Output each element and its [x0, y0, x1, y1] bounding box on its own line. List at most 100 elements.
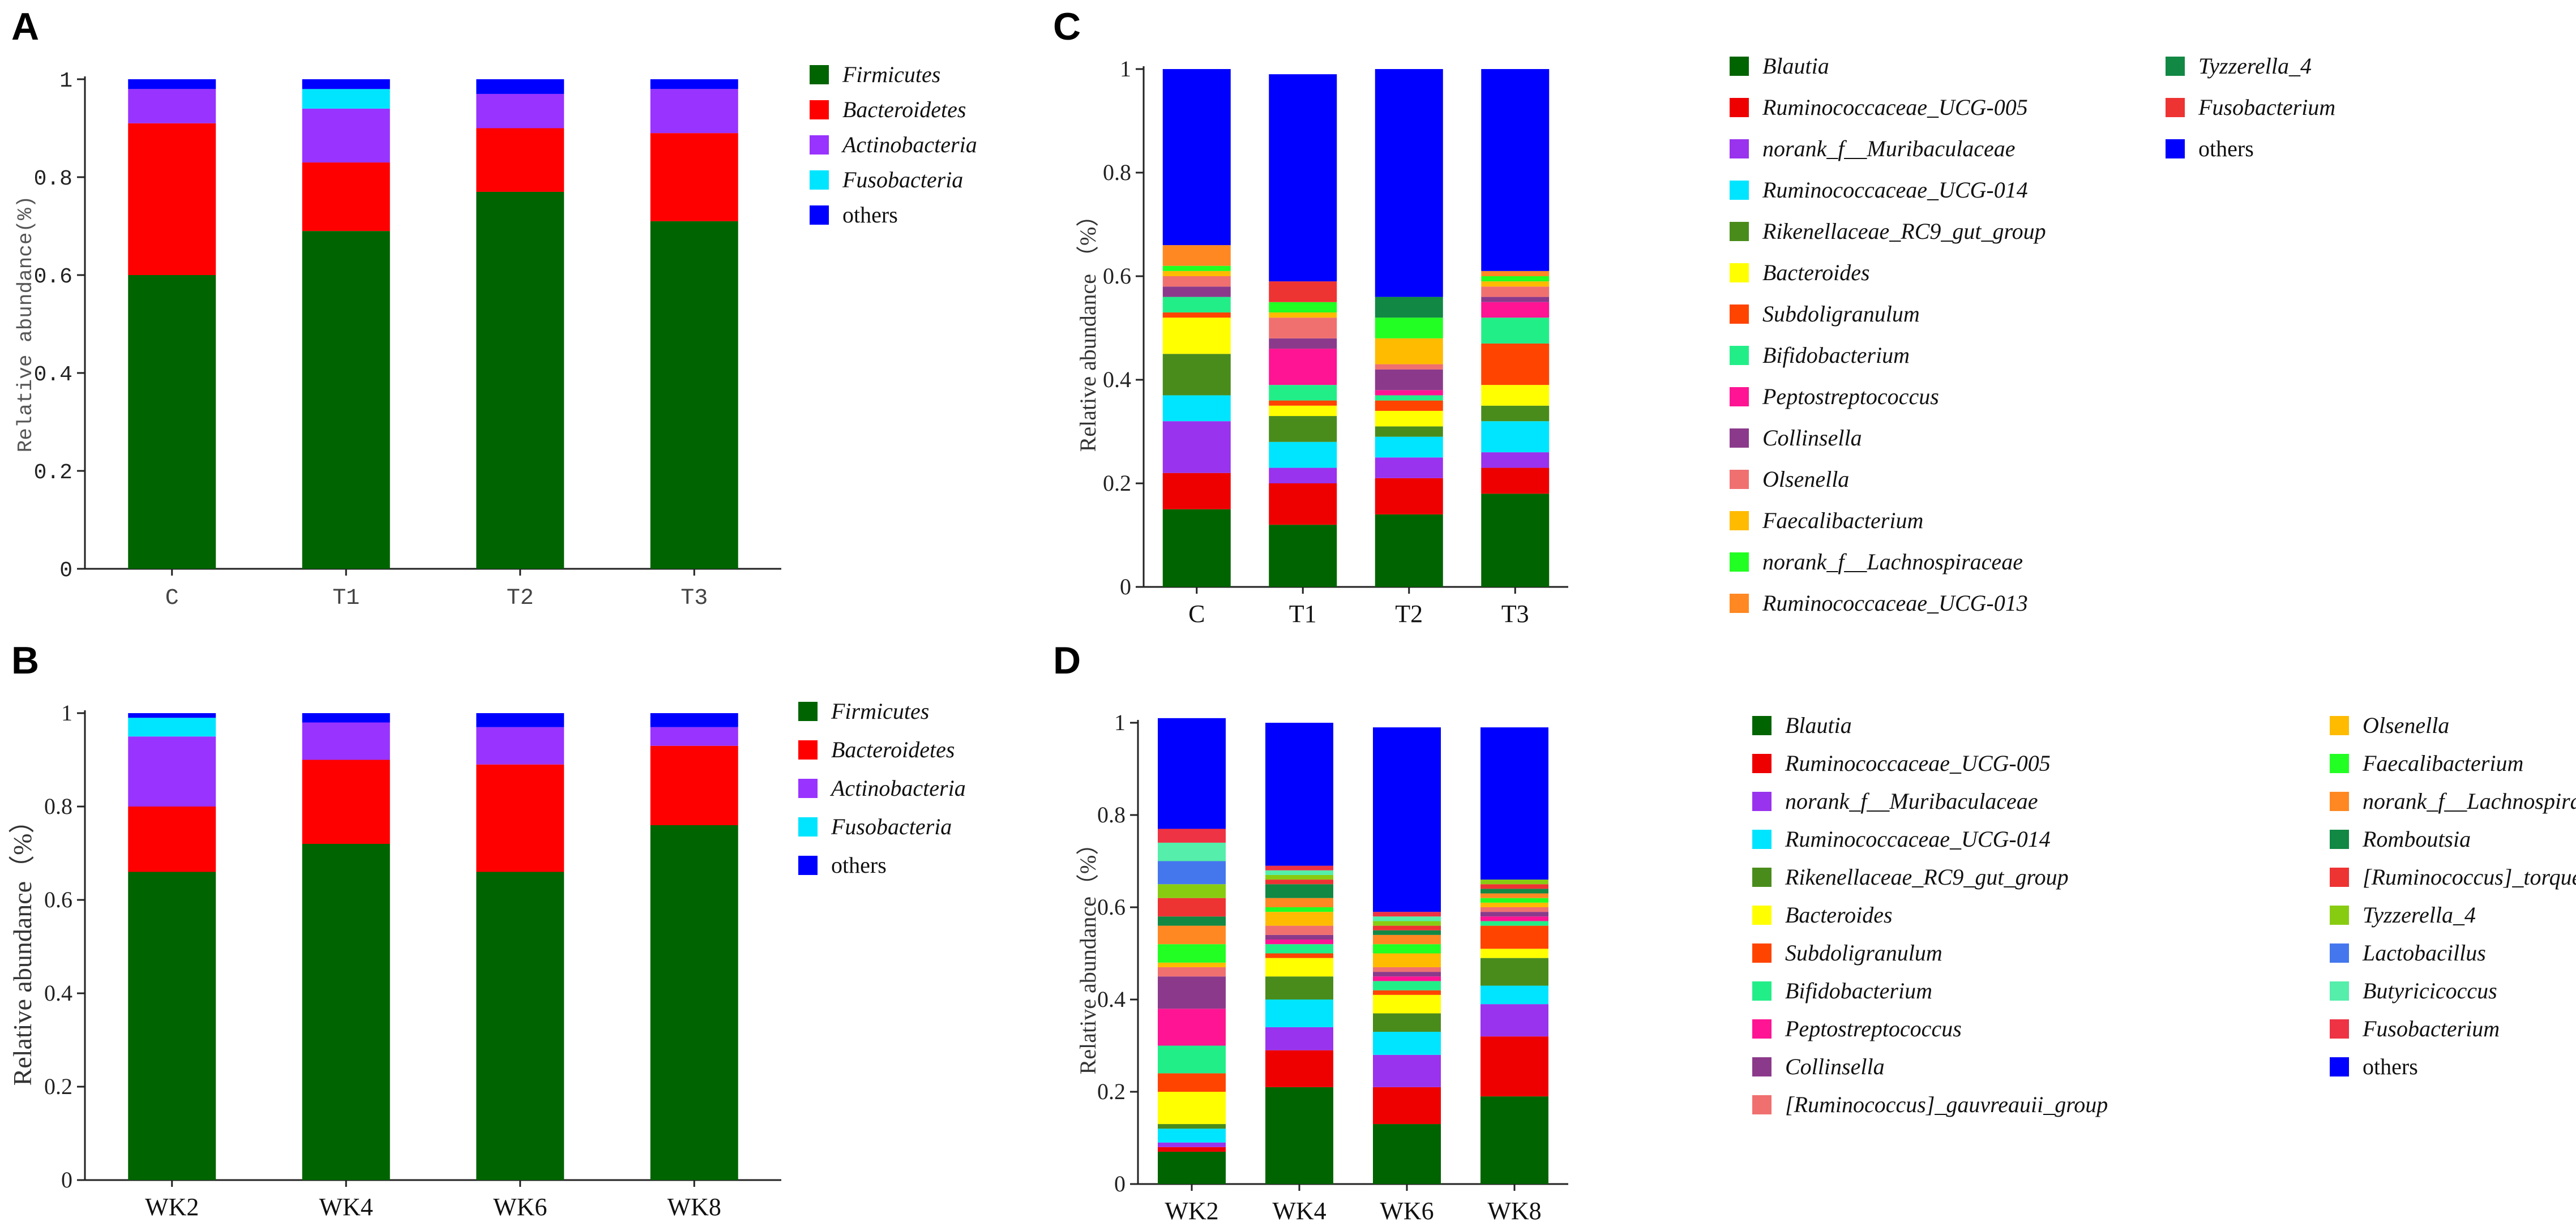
chart-a-bar-t1-seg-2: [302, 108, 390, 163]
chart-c-bar-t3-seg-7: [1481, 318, 1550, 344]
chart-a-bar-c-seg-0: [128, 275, 216, 569]
chart-c-bar-t2-seg-14: [1375, 297, 1443, 318]
chart-c-bar-t3-seg-12: [1481, 276, 1550, 282]
chart-d-legend-label-2: norank_f__Muribaculaceae: [1785, 788, 2038, 814]
chart-d-ytick-label: 0.4: [1097, 986, 1126, 1012]
chart-c-legend-label-8: Peptostreptococcus: [1762, 384, 1939, 409]
chart-c-bar-t3-seg-9: [1481, 297, 1550, 302]
chart-d-xtick-label-wk6: WK6: [1380, 1197, 1434, 1225]
chart-c-bar-t2-seg-7: [1375, 395, 1443, 401]
chart-c-bar-c-seg-16: [1162, 69, 1231, 246]
chart-b-bar-wk2-seg-2: [128, 736, 216, 807]
chart-d-legend-swatch-5: [1752, 906, 1771, 925]
chart-c-bar-t3-seg-8: [1481, 302, 1550, 318]
chart-d-bar-wk2-seg-16: [1158, 884, 1226, 898]
chart-d-bar-wk6-seg-13: [1373, 934, 1441, 945]
chart-c-bar-c-seg-1: [1162, 473, 1231, 509]
chart-c-svg: C 0 0.2 0.4 0.6 0.8 1 Relative abundance （%） C T…: [1053, 5, 2335, 628]
chart-d-bar-wk4-seg-19: [1265, 865, 1333, 870]
chart-c-bar-t2-seg-5: [1375, 410, 1443, 427]
chart-d-legend-label-12: Faecalibacterium: [2362, 750, 2523, 776]
chart-c-ytick-label: 0: [1120, 574, 1131, 599]
chart-d-legend-label-20: others: [2363, 1054, 2418, 1079]
chart-c-legend-label-14: Tyzzerella_4: [2198, 53, 2312, 79]
chart-d-bar-wk8-seg-3: [1480, 985, 1548, 1005]
chart-a-xtick-label-c: C: [165, 586, 179, 611]
chart-d-bar-wk4-seg-14: [1265, 884, 1333, 898]
chart-c-xtick-label-t2: T2: [1395, 600, 1423, 628]
chart-d-legend-swatch-12: [2330, 754, 2349, 773]
chart-d-bar-wk8-seg-0: [1480, 1096, 1548, 1184]
chart-b-bar-wk8-seg-4: [650, 713, 738, 727]
chart-d-xtick-label-wk4: WK4: [1272, 1197, 1326, 1225]
chart-d-legend-swatch-15: [2330, 868, 2349, 887]
chart-d-legend-swatch-16: [2330, 906, 2349, 925]
chart-b-y-title: Relative abundance（%）: [8, 808, 37, 1086]
chart-a-ytick-label: 1: [59, 69, 72, 93]
chart-c-bar-t2-seg-12: [1375, 318, 1443, 338]
chart-c-bar-t2-seg-3: [1375, 436, 1443, 458]
chart-c-bar-t1-seg-4: [1269, 416, 1337, 442]
chart-b-legend-label-2: Actinobacteria: [829, 775, 966, 801]
chart-c-bar-t3-seg-16: [1481, 69, 1550, 271]
chart-a-legend-label-2: Actinobacteria: [841, 132, 977, 157]
chart-c-legend-swatch-14: [2166, 57, 2185, 76]
chart-c-bar-c-seg-9: [1162, 286, 1231, 297]
chart-a-bar-t2-seg-4: [476, 79, 564, 94]
chart-d-legend-swatch-19: [2330, 1019, 2349, 1039]
chart-c-bar-t1-seg-11: [1269, 312, 1337, 318]
chart-c-legend-swatch-1: [1730, 98, 1749, 117]
chart-c-bar-t1-seg-5: [1269, 405, 1337, 417]
chart-d-bar-wk6-seg-12: [1373, 944, 1441, 954]
chart-d-legend-swatch-10: [1752, 1095, 1771, 1114]
chart-b-bar-wk8-seg-2: [650, 727, 738, 746]
chart-d-bar-wk6-seg-15: [1373, 925, 1441, 930]
chart-c-legend-label-0: Blautia: [1762, 53, 1829, 79]
chart-d-legend-swatch-4: [1752, 868, 1771, 887]
chart-d-bar-wk8-seg-5: [1480, 949, 1548, 958]
chart-a-bar-t2-seg-0: [476, 191, 564, 569]
chart-c-ytick-label: 0.4: [1103, 367, 1131, 392]
chart-d-bar-wk6-seg-9: [1373, 972, 1441, 977]
chart-a-bar-t3-seg-2: [650, 89, 738, 134]
chart-d-legend-swatch-14: [2330, 830, 2349, 849]
chart-d-legend-label-4: Rikenellaceae_RC9_gut_group: [1785, 864, 2069, 890]
chart-a-legend-swatch-3: [810, 170, 829, 190]
chart-a-bar-t2-seg-2: [476, 93, 564, 128]
chart-d-bar-wk6-seg-1: [1373, 1087, 1441, 1125]
chart-d-bar-wk2-seg-13: [1158, 925, 1226, 945]
chart-d-bar-wk8-seg-8: [1480, 916, 1548, 921]
chart-d-bar-wk2-seg-18: [1158, 842, 1226, 861]
chart-c-ytick-label: 0.2: [1103, 470, 1131, 496]
chart-c-ytick-label: 0.6: [1103, 263, 1131, 289]
chart-d-ytick-label: 0.6: [1097, 894, 1126, 920]
chart-a-legend-label-0: Firmicutes: [842, 62, 940, 87]
chart-c-legend-swatch-15: [2166, 98, 2185, 117]
panel-letter-b: B: [11, 639, 39, 682]
chart-c-bar-c-seg-10: [1162, 276, 1231, 287]
chart-d-bar-wk8-seg-20: [1480, 727, 1548, 880]
chart-c-bar-t1-seg-6: [1269, 400, 1337, 406]
chart-d-legend-swatch-2: [1752, 792, 1771, 811]
chart-d-legend-label-1: Ruminococcaceae_UCG-005: [1785, 750, 2051, 776]
chart-d-bar-wk6-seg-2: [1373, 1054, 1441, 1087]
chart-c-legend-swatch-4: [1730, 222, 1749, 241]
chart-d-legend-label-18: Butyricicoccus: [2363, 978, 2497, 1003]
chart-c-legend-swatch-2: [1730, 139, 1749, 158]
chart-c-bar-t3-seg-2: [1481, 452, 1550, 468]
chart-a-legend-swatch-0: [810, 65, 829, 84]
panel-d: D 0 0.2 0.4 0.6 0.8 1 Relative abundance（%） WK2…: [1036, 634, 2576, 1231]
chart-b-xtick-label-wk4: WK4: [319, 1193, 373, 1221]
chart-d-bar-wk2-seg-4: [1158, 1124, 1226, 1129]
chart-d-legend-label-15: [Ruminococcus]_torques_group: [2363, 864, 2576, 890]
chart-d-bar-wk6-seg-6: [1373, 990, 1441, 995]
chart-b-legend-swatch-1: [798, 740, 818, 760]
chart-c-bar-t1-seg-7: [1269, 385, 1337, 401]
chart-d-xtick-label-wk8: WK8: [1487, 1197, 1541, 1225]
chart-d-legend-label-9: Collinsella: [1785, 1054, 1885, 1079]
chart-b-legend-label-1: Bacteroidetes: [831, 737, 955, 762]
chart-d-y-title: Relative abundance（%）: [1075, 833, 1101, 1075]
chart-d-bar-wk8-seg-16: [1480, 880, 1548, 885]
chart-a-legend-label-4: others: [842, 202, 898, 228]
chart-c-legend-swatch-5: [1730, 263, 1749, 282]
